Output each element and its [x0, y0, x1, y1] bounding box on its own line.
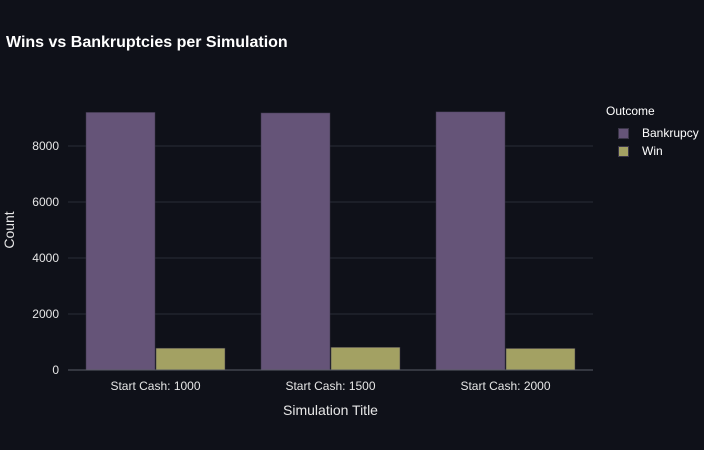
y-tick-label-6000: 6000: [32, 195, 59, 209]
bar-win-1: [330, 347, 401, 371]
bar-bankrupcy-1: [260, 112, 331, 371]
legend-item-bankrupcy[interactable]: Bankrupcy: [618, 124, 699, 142]
x-tick-label-0: Start Cash: 1000: [110, 379, 200, 393]
bar-bankrupcy-2: [435, 111, 506, 371]
legend-label-win: Win: [642, 144, 663, 158]
bar-bankrupcy-0: [85, 112, 156, 371]
x-tick-label-2: Start Cash: 2000: [460, 379, 550, 393]
legend-title: Outcome: [606, 104, 655, 118]
y-tick-label-2000: 2000: [32, 307, 59, 321]
chart-title: Wins vs Bankruptcies per Simulation: [6, 34, 288, 51]
y-tick-label-8000: 8000: [32, 139, 59, 153]
legend-swatch-bankrupcy: [618, 127, 629, 139]
legend[interactable]: Outcome Bankrupcy Win: [606, 104, 699, 160]
legend-label-bankrupcy: Bankrupcy: [642, 126, 699, 140]
y-axis-title: Count: [1, 211, 17, 248]
legend-item-win[interactable]: Win: [618, 142, 699, 160]
legend-swatch-win: [618, 145, 629, 157]
bar-win-2: [505, 348, 576, 371]
y-tick-label-4000: 4000: [32, 251, 59, 265]
x-axis-title: Simulation Title: [283, 402, 378, 418]
bar-win-0: [155, 347, 226, 371]
y-tick-label-0: 0: [52, 363, 59, 377]
x-tick-label-1: Start Cash: 1500: [285, 379, 375, 393]
